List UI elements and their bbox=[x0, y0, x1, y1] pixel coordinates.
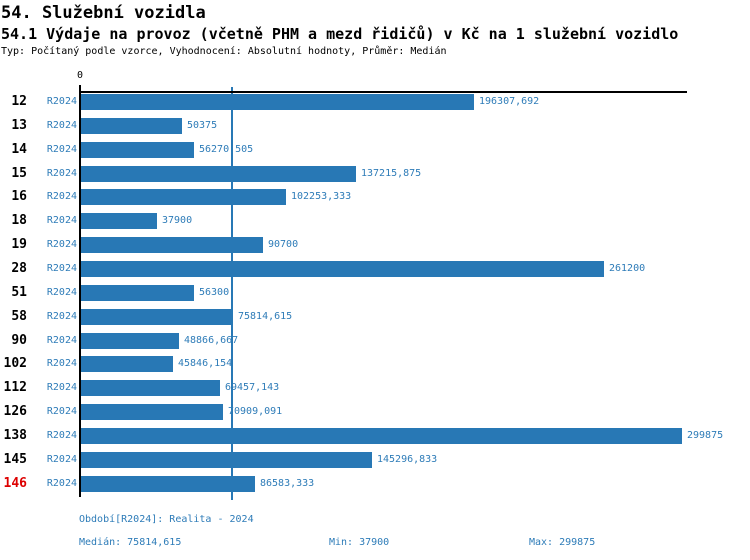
max-stat-label: Max: 299875 bbox=[529, 537, 596, 548]
row-series-label: R2024 bbox=[46, 406, 77, 417]
bar-value-label: 70909,091 bbox=[228, 406, 283, 417]
row-series-label: R2024 bbox=[46, 454, 77, 465]
row-category-label: 15 bbox=[11, 166, 27, 181]
bar-value-label: 90700 bbox=[268, 239, 299, 250]
row-category-label: 18 bbox=[11, 213, 27, 228]
bar-value-label: 50375 bbox=[187, 120, 218, 131]
bar bbox=[81, 261, 604, 277]
row-category-label: 28 bbox=[11, 261, 27, 276]
row-category-label: 90 bbox=[11, 333, 27, 348]
bar bbox=[81, 189, 286, 205]
row-series-label: R2024 bbox=[46, 287, 77, 298]
bar bbox=[81, 452, 372, 468]
bar bbox=[81, 476, 255, 492]
row-series-label: R2024 bbox=[46, 215, 77, 226]
bar-value-label: 37900 bbox=[162, 215, 193, 226]
period-label: Období[R2024]: Realita - 2024 bbox=[79, 514, 254, 525]
row-category-label: 13 bbox=[11, 118, 27, 133]
bar bbox=[81, 356, 173, 372]
row-category-label: 58 bbox=[11, 309, 27, 324]
bar-value-label: 102253,333 bbox=[291, 191, 352, 202]
bar bbox=[81, 285, 194, 301]
bar-value-label: 261200 bbox=[609, 263, 646, 274]
horizontal-bar-chart: 0 12 R2024 196307,692 13 R2024 50375 14 R2024 56… bbox=[3, 70, 724, 500]
bar-value-label: 299875 bbox=[687, 430, 724, 441]
row-series-label: R2024 bbox=[46, 144, 77, 155]
x-axis-zero-tick-label: 0 bbox=[76, 70, 84, 81]
row-series-label: R2024 bbox=[46, 358, 77, 369]
bar bbox=[81, 94, 474, 110]
bar-value-label: 45846,154 bbox=[178, 358, 233, 369]
chart-title: 54.1 Výdaje na provoz (včetně PHM a mezd… bbox=[1, 25, 679, 43]
bar bbox=[81, 118, 182, 134]
bar-value-label: 56300 bbox=[199, 287, 230, 298]
bar-value-label: 196307,692 bbox=[479, 96, 540, 107]
bar-value-label: 56270,505 bbox=[199, 144, 254, 155]
median-stat-label: Medián: 75814,615 bbox=[79, 537, 182, 548]
bar-value-label: 75814,615 bbox=[238, 311, 293, 322]
row-series-label: R2024 bbox=[46, 311, 77, 322]
bar-value-label: 145296,833 bbox=[377, 454, 438, 465]
bar-value-label: 137215,875 bbox=[361, 168, 422, 179]
row-category-label: 51 bbox=[11, 285, 27, 300]
bar bbox=[81, 380, 220, 396]
row-category-label: 126 bbox=[3, 404, 27, 419]
bar-value-label: 86583,333 bbox=[260, 478, 315, 489]
row-series-label: R2024 bbox=[46, 478, 77, 489]
row-category-label: 12 bbox=[11, 94, 27, 109]
row-series-label: R2024 bbox=[46, 430, 77, 441]
row-series-label: R2024 bbox=[46, 96, 77, 107]
median-gridline bbox=[231, 87, 233, 500]
row-series-label: R2024 bbox=[46, 263, 77, 274]
bar-value-label: 48866,667 bbox=[184, 335, 239, 346]
x-axis-line bbox=[79, 91, 687, 93]
row-category-label: 145 bbox=[3, 452, 27, 467]
y-axis-line bbox=[79, 85, 81, 497]
bar bbox=[81, 142, 194, 158]
row-series-label: R2024 bbox=[46, 382, 77, 393]
row-series-label: R2024 bbox=[46, 239, 77, 250]
row-category-label: 14 bbox=[11, 142, 27, 157]
bar bbox=[81, 404, 223, 420]
row-category-label: 146 bbox=[3, 476, 27, 491]
bar-value-label: 69457,143 bbox=[225, 382, 280, 393]
row-series-label: R2024 bbox=[46, 191, 77, 202]
row-series-label: R2024 bbox=[46, 168, 77, 179]
bar bbox=[81, 333, 179, 349]
bar bbox=[81, 213, 157, 229]
row-category-label: 19 bbox=[11, 237, 27, 252]
min-stat-label: Min: 37900 bbox=[329, 537, 390, 548]
row-category-label: 138 bbox=[3, 428, 27, 443]
row-series-label: R2024 bbox=[46, 335, 77, 346]
row-series-label: R2024 bbox=[46, 120, 77, 131]
row-category-label: 16 bbox=[11, 189, 27, 204]
bar bbox=[81, 166, 356, 182]
row-category-label: 112 bbox=[3, 380, 27, 395]
bar bbox=[81, 309, 233, 325]
row-category-label: 102 bbox=[3, 356, 27, 371]
bar bbox=[81, 237, 263, 253]
report-title: 54. Služební vozidla bbox=[1, 3, 206, 23]
report-meta-line: Typ: Počítaný podle vzorce, Vyhodnocení:… bbox=[1, 46, 447, 57]
bar bbox=[81, 428, 682, 444]
